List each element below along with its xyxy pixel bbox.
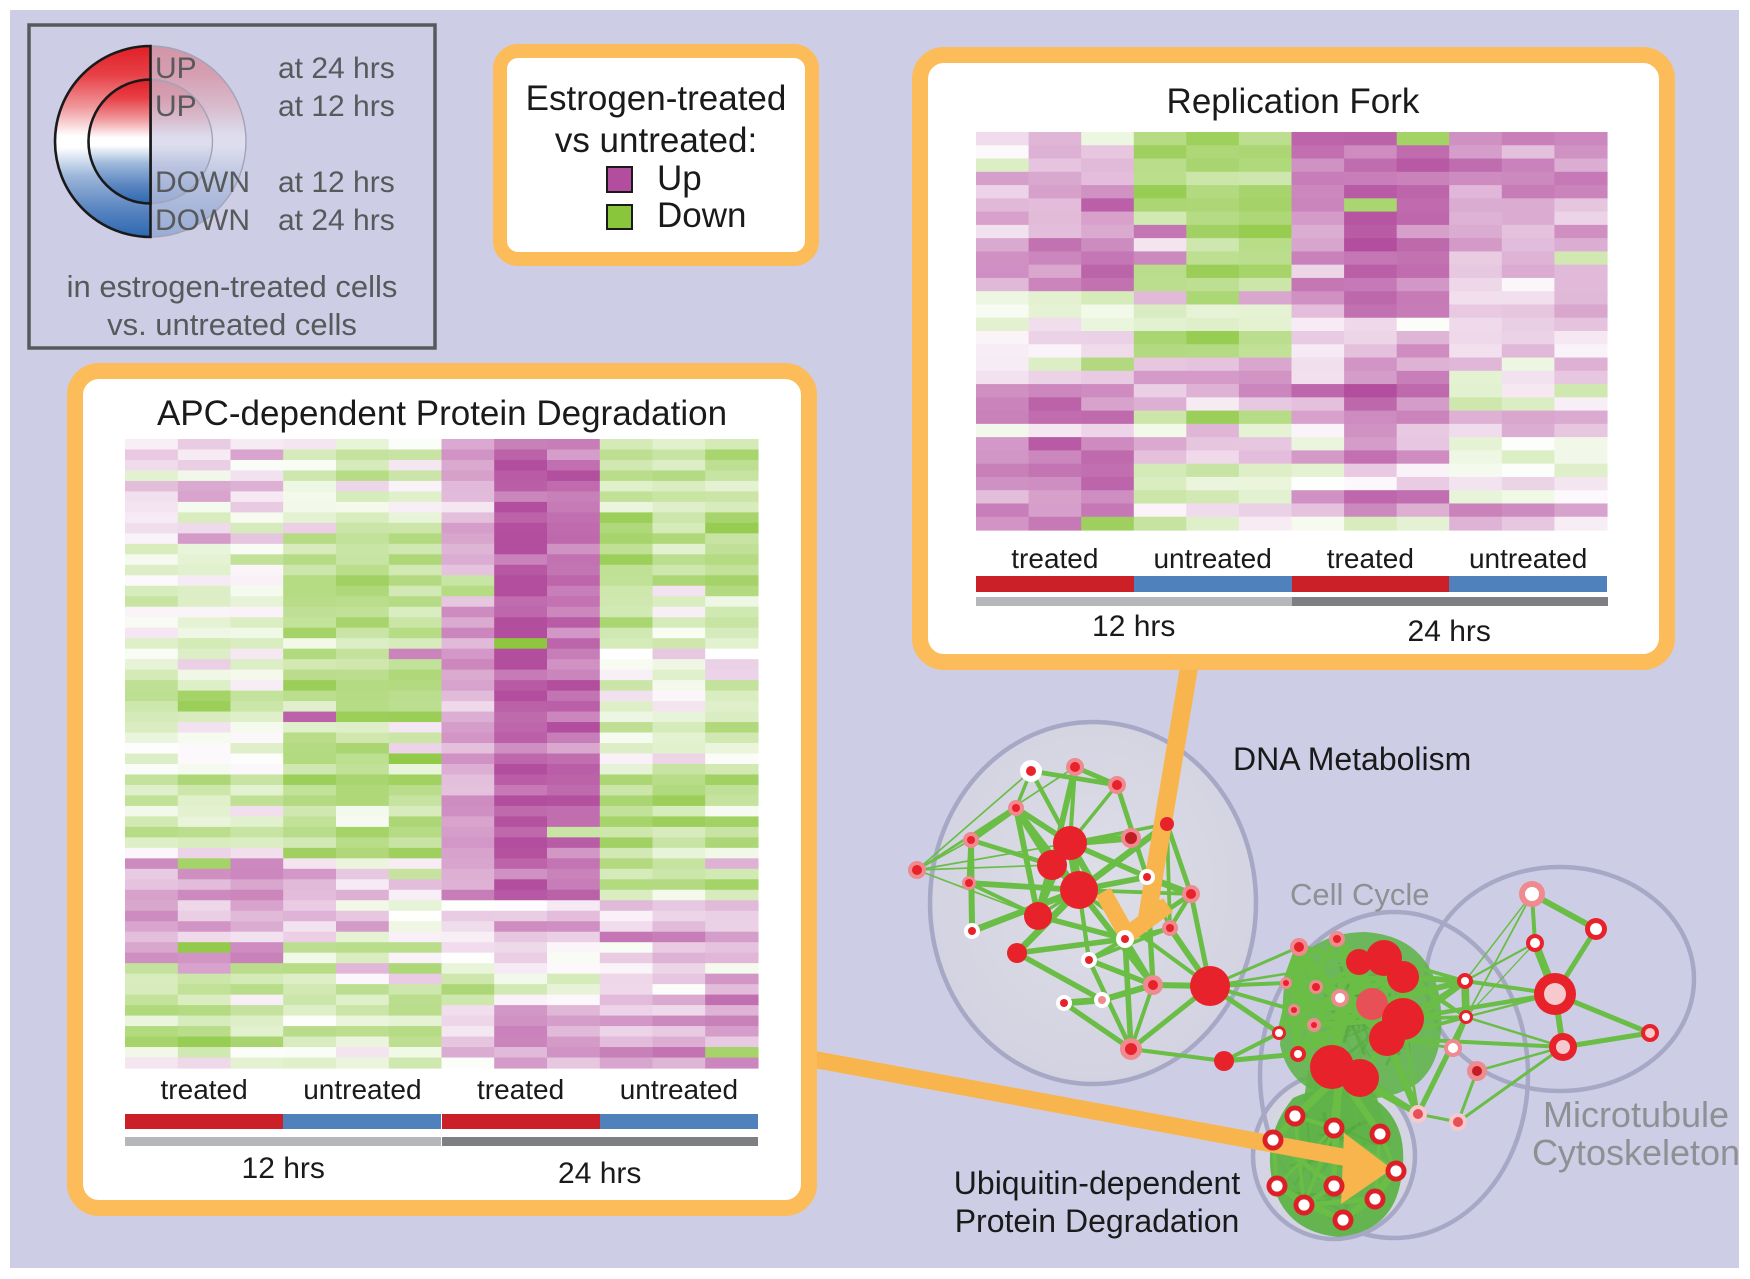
svg-text:untreated: untreated [1469, 543, 1587, 574]
svg-text:Cytoskeleton: Cytoskeleton [1532, 1132, 1740, 1173]
svg-text:Ubiquitin-dependent: Ubiquitin-dependent [954, 1165, 1241, 1201]
svg-text:DOWN: DOWN [155, 204, 250, 237]
svg-text:treated: treated [1011, 543, 1098, 574]
svg-text:UP: UP [155, 52, 197, 85]
svg-text:Estrogen-treated: Estrogen-treated [526, 79, 787, 118]
svg-text:24 hrs: 24 hrs [558, 1157, 641, 1190]
svg-text:DOWN: DOWN [155, 166, 250, 199]
svg-text:Protein Degradation: Protein Degradation [955, 1203, 1240, 1239]
svg-text:Replication Fork: Replication Fork [1167, 82, 1420, 121]
svg-text:vs. untreated cells: vs. untreated cells [107, 307, 357, 342]
svg-text:12 hrs: 12 hrs [1092, 610, 1175, 643]
svg-text:at 24 hrs: at 24 hrs [278, 204, 395, 237]
svg-text:UP: UP [155, 90, 197, 123]
svg-text:at 24 hrs: at 24 hrs [278, 52, 395, 85]
svg-text:treated: treated [161, 1074, 248, 1105]
svg-text:APC-dependent Protein Degradat: APC-dependent Protein Degradation [157, 394, 727, 433]
svg-text:24 hrs: 24 hrs [1408, 615, 1491, 648]
svg-text:untreated: untreated [1153, 543, 1271, 574]
svg-text:untreated: untreated [620, 1074, 738, 1105]
svg-text:Cell Cycle: Cell Cycle [1290, 877, 1430, 912]
svg-text:DNA Metabolism: DNA Metabolism [1233, 741, 1471, 777]
svg-text:at 12 hrs: at 12 hrs [278, 166, 395, 199]
svg-text:Down: Down [657, 196, 746, 235]
svg-text:12 hrs: 12 hrs [242, 1152, 325, 1185]
svg-text:in estrogen-treated cells: in estrogen-treated cells [67, 269, 398, 304]
svg-text:Microtubule: Microtubule [1543, 1094, 1729, 1135]
svg-text:Up: Up [657, 159, 702, 198]
svg-text:untreated: untreated [303, 1074, 421, 1105]
svg-text:vs untreated:: vs untreated: [555, 121, 757, 160]
svg-text:treated: treated [477, 1074, 564, 1105]
svg-text:treated: treated [1327, 543, 1414, 574]
svg-text:at 12 hrs: at 12 hrs [278, 90, 395, 123]
